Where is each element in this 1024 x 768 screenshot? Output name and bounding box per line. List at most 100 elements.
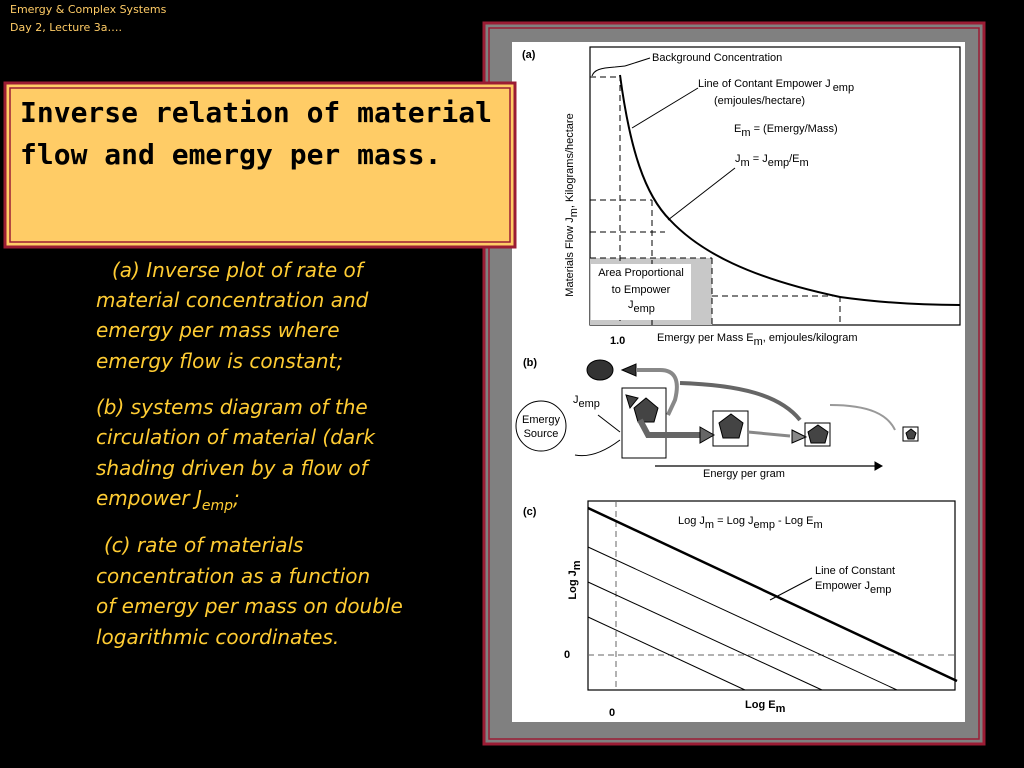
figure-frame-inner bbox=[488, 27, 980, 740]
figure bbox=[512, 42, 965, 722]
subscript: m bbox=[741, 127, 750, 139]
text: J bbox=[735, 153, 741, 165]
body-line: logarithmic coordinates. bbox=[96, 625, 339, 649]
text: Emergy per Mass E bbox=[657, 332, 754, 344]
body-line: concentration as a function bbox=[96, 564, 370, 588]
title-line: Inverse relation of material bbox=[20, 96, 492, 129]
subscript: m bbox=[571, 560, 583, 570]
constant-line bbox=[587, 506, 958, 683]
body-line: emergy per mass where bbox=[96, 318, 340, 342]
area-label-box bbox=[591, 264, 691, 320]
title-line: flow and emergy per mass. bbox=[20, 138, 441, 171]
subscript: m bbox=[754, 336, 763, 348]
text: /E bbox=[789, 153, 799, 165]
unit bbox=[718, 413, 744, 439]
y-axis-label: Log Jm bbox=[567, 560, 583, 599]
arrowhead bbox=[791, 429, 808, 444]
subscript: emp bbox=[634, 303, 655, 315]
node-label: Source bbox=[524, 428, 559, 440]
title-box bbox=[3, 81, 517, 249]
guides bbox=[590, 75, 841, 325]
annotation: Jemp bbox=[573, 394, 600, 410]
body-line: shading driven by a flow of bbox=[96, 456, 371, 480]
source bbox=[515, 400, 567, 452]
background-line bbox=[591, 65, 626, 77]
subscript: m bbox=[813, 519, 822, 531]
text: empower J bbox=[96, 486, 202, 510]
body-line: (b) systems diagram of the bbox=[96, 395, 368, 419]
annotation: (emjoules/hectare) bbox=[714, 95, 805, 107]
leader bbox=[624, 57, 651, 67]
panel-c bbox=[587, 500, 958, 691]
subscript: m bbox=[705, 519, 714, 531]
body-line: empower Jemp; bbox=[96, 486, 240, 514]
iso-line bbox=[587, 581, 823, 691]
panel-label: (a) bbox=[522, 49, 536, 61]
subscript: emp bbox=[833, 82, 854, 94]
text: = J bbox=[750, 153, 768, 165]
panel-label: (c) bbox=[523, 506, 537, 518]
leader bbox=[631, 87, 699, 129]
subscript: emp bbox=[768, 157, 789, 169]
subscript: emp bbox=[579, 398, 600, 410]
annotation: to Empower bbox=[612, 284, 671, 296]
annotation: Line of Constant bbox=[815, 565, 895, 577]
flow bbox=[636, 368, 679, 416]
annotation: Jemp bbox=[628, 299, 655, 315]
subscript: emp bbox=[754, 519, 775, 531]
subscript: m bbox=[568, 208, 580, 217]
iso-line bbox=[587, 616, 746, 691]
flow bbox=[829, 404, 896, 431]
panel-label: (b) bbox=[523, 357, 537, 369]
annotation: Em = (Emergy/Mass) bbox=[734, 123, 838, 139]
flow bbox=[679, 381, 802, 422]
annotation: Area Proportional bbox=[598, 267, 684, 279]
curve bbox=[619, 74, 961, 306]
equation: Log Jm = Log Jemp - Log Em bbox=[678, 515, 823, 531]
body-line: (a) Inverse plot of rate of bbox=[112, 258, 366, 282]
body-line: (c) rate of materials bbox=[104, 533, 303, 557]
text: = Log J bbox=[714, 515, 753, 527]
body-line: of emergy per mass on double bbox=[96, 594, 403, 618]
text: , Kilograms/hectare bbox=[564, 113, 576, 208]
plot-box bbox=[587, 500, 956, 691]
sink bbox=[586, 359, 614, 381]
body-line: material concentration and bbox=[96, 288, 369, 312]
x-tick-label: 0 bbox=[609, 707, 615, 719]
plot-box bbox=[589, 46, 961, 326]
annotation: Empower Jemp bbox=[815, 580, 891, 596]
panel-b bbox=[515, 359, 919, 471]
text: = (Emergy/Mass) bbox=[751, 123, 838, 135]
unit bbox=[807, 424, 829, 444]
text: Materials Flow J bbox=[564, 217, 576, 296]
text: Log J bbox=[678, 515, 705, 527]
leader bbox=[667, 167, 736, 221]
text: E bbox=[734, 123, 741, 135]
annotation: Background Concentration bbox=[652, 52, 782, 64]
leader bbox=[769, 577, 813, 601]
flow bbox=[747, 430, 791, 438]
title-box-inner bbox=[9, 87, 511, 243]
course: Emergy & Complex Systems bbox=[10, 3, 167, 16]
iso-line bbox=[587, 546, 898, 691]
subscript: emp bbox=[202, 498, 233, 514]
arrowhead bbox=[625, 394, 639, 410]
subscript: emp bbox=[870, 584, 891, 596]
flow bbox=[574, 439, 621, 457]
text: , emjoules/kilogram bbox=[763, 332, 858, 344]
unit bbox=[905, 428, 917, 440]
text: Log J bbox=[567, 570, 579, 599]
text: - Log E bbox=[775, 515, 814, 527]
axis-label: Energy per gram bbox=[703, 468, 785, 480]
flow bbox=[597, 414, 621, 433]
x-tick-label: 1.0 bbox=[610, 335, 625, 347]
body-line: circulation of material (dark bbox=[96, 425, 376, 449]
y-tick-label: 0 bbox=[564, 649, 570, 661]
text: Line of Contant Empower J bbox=[698, 78, 831, 90]
arrowhead bbox=[699, 426, 716, 444]
arrowhead bbox=[874, 461, 884, 471]
y-axis-label: Materials Flow Jm, Kilograms/hectare bbox=[564, 113, 580, 296]
